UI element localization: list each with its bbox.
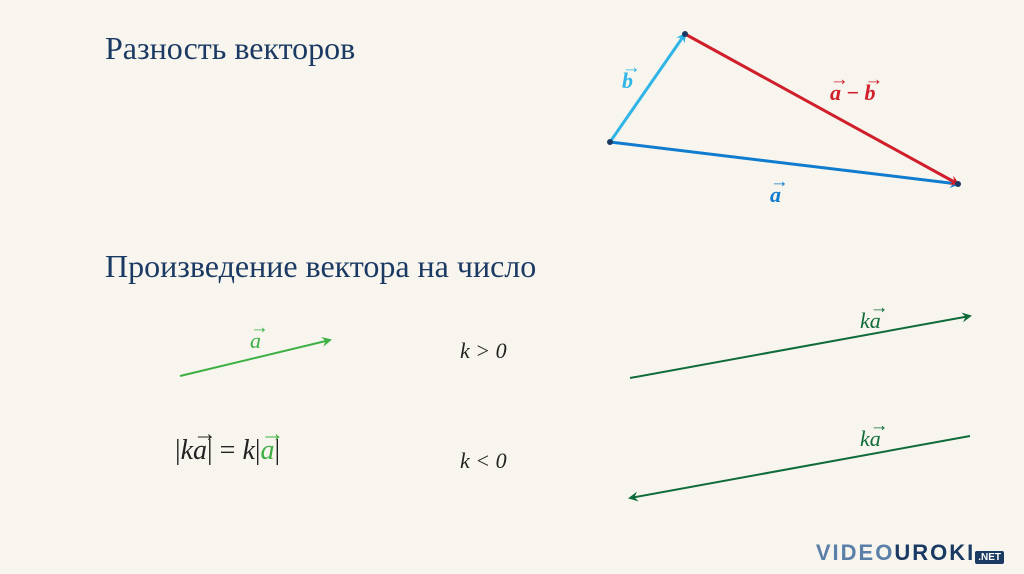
watermark-part1: VIDEO — [816, 540, 894, 565]
diagram-vector-difference: ba a − b — [570, 22, 990, 202]
label-vector-a: a — [770, 182, 781, 208]
label-k-positive: k > 0 — [460, 338, 507, 364]
label-vector-diff: a − b — [830, 80, 876, 106]
formula-magnitude: |ka| = k|a| — [175, 435, 280, 467]
diagram-vector-a-small: a — [170, 330, 350, 390]
label-diag-small: a — [250, 328, 261, 354]
diagram-vector-ka-positive: ka — [620, 310, 990, 390]
slide-root: Разность векторов ba a − b Произведение … — [0, 0, 1024, 574]
watermark-suffix: .NET — [975, 551, 1004, 564]
label-diag-down: ka — [860, 426, 881, 452]
heading-difference: Разность векторов — [105, 30, 355, 67]
label-k-negative: k < 0 — [460, 448, 507, 474]
label-vector-b: b — [622, 68, 633, 94]
watermark-videouroki: VIDEOUROKI.NET — [816, 540, 1004, 566]
heading-product: Произведение вектора на число — [105, 248, 536, 285]
watermark-part2: UROKI — [894, 540, 975, 565]
diagram-vector-ka-negative: ka — [620, 430, 990, 510]
label-diag-up: ka — [860, 308, 881, 334]
